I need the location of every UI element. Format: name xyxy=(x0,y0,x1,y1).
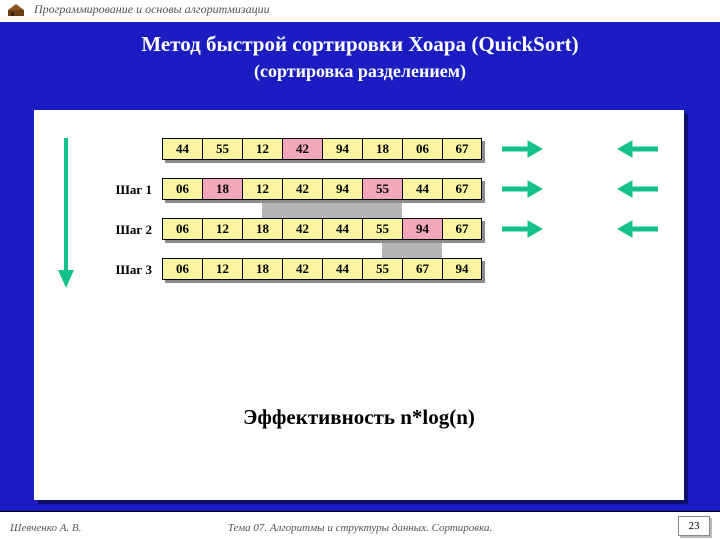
array-cell: 55 xyxy=(362,258,402,280)
step-label: Шаг 2 xyxy=(96,222,152,238)
array-cell: 44 xyxy=(322,218,362,240)
array-cell: 18 xyxy=(242,218,282,240)
array-row: 0618124294554467 xyxy=(162,178,482,204)
array-cell: 55 xyxy=(362,178,402,200)
array-cell: 94 xyxy=(402,218,442,240)
array-cell: 12 xyxy=(242,178,282,200)
step-label: Шаг 1 xyxy=(96,182,152,198)
array-cell: 42 xyxy=(282,218,322,240)
array-cell: 67 xyxy=(402,258,442,280)
array-cell: 55 xyxy=(362,218,402,240)
merge-arrows-icon xyxy=(492,177,672,201)
array-cell: 18 xyxy=(242,258,282,280)
array-cell: 67 xyxy=(442,138,482,160)
array-cell: 44 xyxy=(402,178,442,200)
slide-body: Метод быстрой сортировки Хоара (QuickSor… xyxy=(0,22,720,512)
array-cell: 06 xyxy=(162,258,202,280)
array-cell: 06 xyxy=(162,178,202,200)
array-cell: 44 xyxy=(322,258,362,280)
logo-icon xyxy=(6,2,26,18)
content-panel: 4455124294180667061812429455446706121842… xyxy=(34,110,684,500)
course-title: Программирование и основы алгоритмизации xyxy=(34,2,270,16)
array-cell: 55 xyxy=(202,138,242,160)
array-cell: 18 xyxy=(362,138,402,160)
array-row: 0612184244559467 xyxy=(162,218,482,244)
page-number: 23 xyxy=(678,516,710,536)
progress-arrow-icon xyxy=(56,138,76,288)
merge-arrows-icon xyxy=(492,137,672,161)
array-cell: 12 xyxy=(242,138,282,160)
slide-title: Метод быстрой сортировки Хоара (QuickSor… xyxy=(0,32,720,57)
array-cell: 67 xyxy=(442,218,482,240)
array-cell: 94 xyxy=(322,138,362,160)
merge-arrows-icon xyxy=(492,217,672,241)
array-cell: 12 xyxy=(202,258,242,280)
footer: Шевченко А. В. Тема 07. Алгоритмы и стру… xyxy=(0,511,720,540)
array-cell: 06 xyxy=(162,218,202,240)
array-cell: 42 xyxy=(282,258,322,280)
slide-subtitle: (сортировка разделением) xyxy=(0,61,720,82)
array-cell: 67 xyxy=(442,178,482,200)
array-row: 4455124294180667 xyxy=(162,138,482,164)
array-cell: 42 xyxy=(282,178,322,200)
array-cell: 44 xyxy=(162,138,202,160)
array-cell: 42 xyxy=(282,138,322,160)
array-cell: 12 xyxy=(202,218,242,240)
step-label: Шаг 3 xyxy=(96,262,152,278)
efficiency-text: Эффективность n*log(n) xyxy=(34,405,684,430)
array-cell: 94 xyxy=(442,258,482,280)
array-cell: 18 xyxy=(202,178,242,200)
array-cell: 94 xyxy=(322,178,362,200)
array-row: 0612184244556794 xyxy=(162,258,482,284)
footer-theme: Тема 07. Алгоритмы и структуры данных. С… xyxy=(0,522,720,534)
top-bar: Программирование и основы алгоритмизации xyxy=(0,0,720,23)
array-cell: 06 xyxy=(402,138,442,160)
